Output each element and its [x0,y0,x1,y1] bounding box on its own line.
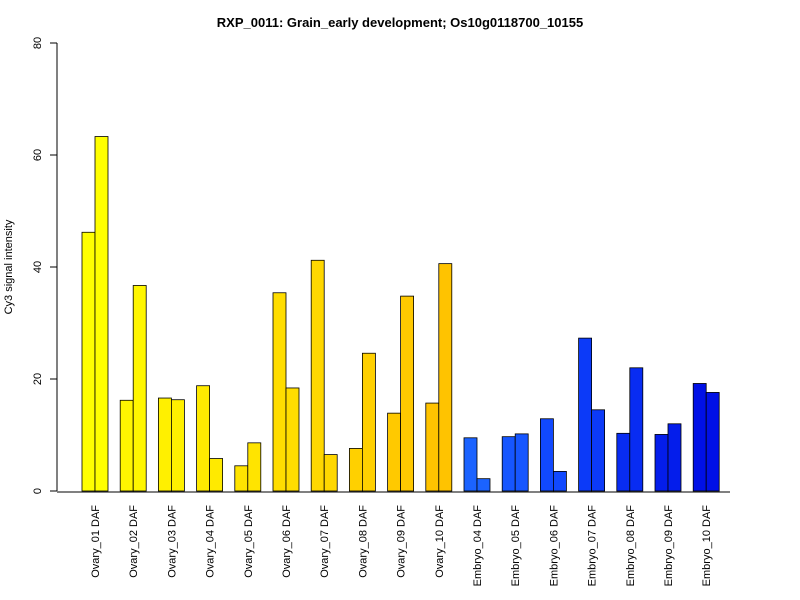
bar [654,434,669,492]
bar [285,387,300,492]
category-label: Ovary_04 DAF [205,505,217,578]
category-label: Ovary_06 DAF [281,505,293,578]
bar [514,433,529,492]
bar [667,423,682,492]
category-label: Embryo_10 DAF [701,505,713,587]
bar [272,292,287,492]
bar [323,454,338,492]
y-axis-ticks: 0 20 40 60 80 [32,37,57,494]
category-label: Ovary_03 DAF [166,505,178,578]
category-label: Ovary_08 DAF [357,505,369,578]
category-label: Ovary_02 DAF [128,505,140,578]
y-tick-label: 20 [32,373,44,385]
bar [247,442,262,492]
bar [209,458,224,492]
bar [425,402,440,492]
bar [94,136,109,492]
bar [234,465,249,492]
bar [348,448,363,492]
category-label: Embryo_07 DAF [587,505,599,587]
bar [553,470,567,492]
category-label: Ovary_01 DAF [90,505,102,578]
category-label: Ovary_09 DAF [396,505,408,578]
bar [132,285,147,492]
y-tick-label: 0 [32,488,44,494]
bars-group [81,136,720,492]
category-labels: Ovary_01 DAF Ovary_02 DAF Ovary_03 DAF Ovar… [90,505,713,587]
bar [196,385,211,492]
bar [629,367,644,492]
bar [705,392,720,492]
bar [438,263,453,492]
category-label: Embryo_06 DAF [548,505,560,587]
bar [578,337,592,492]
bar [81,231,96,492]
y-tick-label: 60 [32,149,44,161]
bar [616,432,631,492]
bar [157,397,172,492]
bar [400,295,415,492]
category-label: Embryo_08 DAF [625,505,637,587]
bar [310,259,325,492]
chart-title: RXP_0011: Grain_early development; Os10g… [217,15,583,30]
category-label: Ovary_10 DAF [434,505,446,578]
bar [591,409,605,492]
bar [692,383,707,492]
y-tick-label: 40 [32,261,44,273]
bar [361,352,376,492]
bar [119,399,134,492]
category-label: Embryo_05 DAF [510,505,522,587]
bar [387,412,402,492]
category-label: Ovary_05 DAF [243,505,255,578]
category-label: Embryo_09 DAF [663,505,675,587]
bar [540,418,554,492]
y-axis-label: Cy3 signal intensity [3,219,15,314]
category-label: Ovary_07 DAF [319,505,331,578]
bar [170,399,185,492]
y-tick-label: 80 [32,37,44,49]
bar [476,478,491,492]
bar [501,436,516,492]
bar [463,437,478,492]
category-label: Embryo_04 DAF [472,505,484,587]
